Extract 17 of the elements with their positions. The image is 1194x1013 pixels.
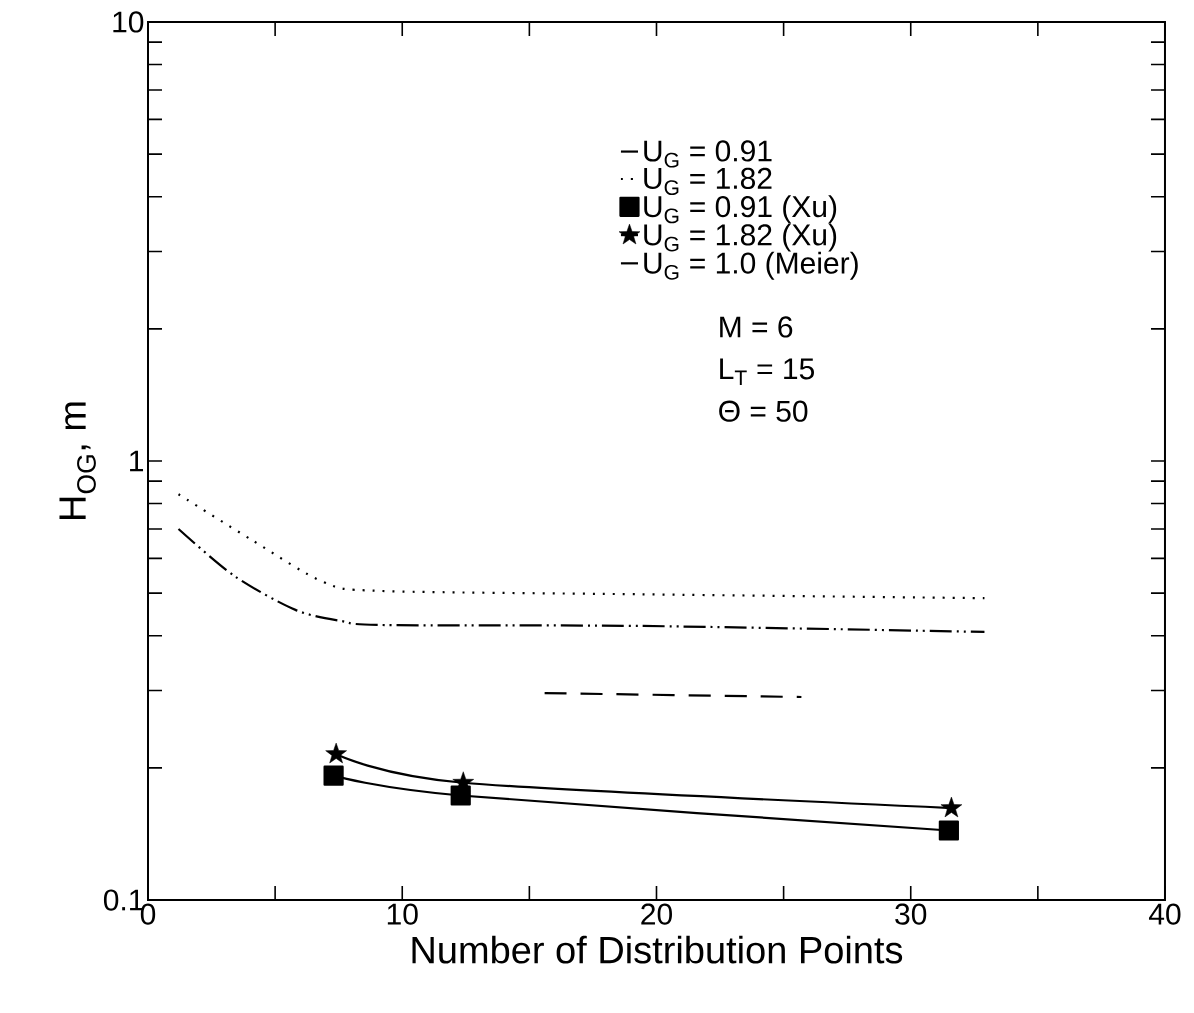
x-tick-label: 40 [1148, 903, 1181, 925]
x-tick-label: 0 [140, 903, 156, 925]
annotation: L$_{T}$ = 15 [720, 358, 814, 385]
legend-label: U$_{G}$ = 1.82 (Xu) [644, 223, 837, 252]
y-axis-title: H$_{OG}$, m [59, 402, 96, 519]
y-tick-label: 1 [130, 450, 144, 472]
x-tick-label: 10 [387, 903, 418, 925]
x-tick-label: 30 [895, 903, 927, 925]
x-axis-title: Number of Distribution Points [412, 935, 903, 964]
legend-label: U$_{G}$ = 1.0 (Meier) [644, 251, 858, 280]
legend-label: U$_{G}$ = 0.91 (Xu) [644, 195, 837, 224]
annotation: Θ = 50 [719, 400, 808, 422]
legend-label: U$_{G}$ = 1.82 [644, 167, 772, 196]
legend-label: U$_{G}$ = 0.91 [644, 140, 772, 168]
annotation: M = 6 [720, 316, 793, 338]
y-tick-label: 10 [113, 11, 144, 33]
x-tick-label: 20 [641, 903, 672, 925]
